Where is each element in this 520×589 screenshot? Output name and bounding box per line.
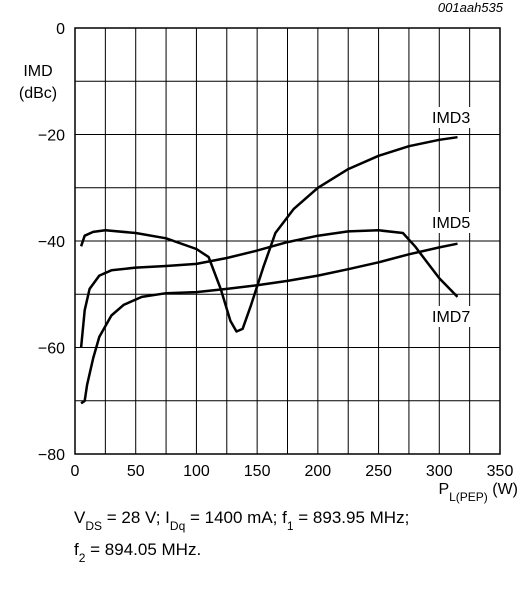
text-run: P <box>438 481 449 498</box>
label-background <box>430 107 478 128</box>
y-tick-label: −40 <box>38 234 65 251</box>
subscript: 2 <box>79 551 86 565</box>
subscript: 1 <box>287 519 294 533</box>
text-run: = 28 V; I <box>102 508 170 527</box>
series-label: IMD5 <box>432 215 470 232</box>
subscript: DS <box>85 519 102 533</box>
caption: f2 = 894.05 MHz. <box>74 540 201 565</box>
x-tick-label: 250 <box>365 463 392 480</box>
text-run: = 893.95 MHz; <box>294 508 410 527</box>
y-tick-label: −80 <box>38 447 65 464</box>
x-tick-label: 150 <box>244 463 271 480</box>
x-tick-label: 200 <box>305 463 332 480</box>
text-run: = 894.05 MHz. <box>85 540 201 559</box>
series-line <box>79 229 459 348</box>
figure-code: 001aah535 <box>438 0 504 15</box>
text-run: (W) <box>488 481 518 498</box>
subscript: L(PEP) <box>449 490 488 504</box>
series-label: IMD3 <box>432 110 470 127</box>
y-tick-label: 0 <box>56 21 65 38</box>
x-tick-label: 50 <box>127 463 145 480</box>
y-axis-label: IMD <box>23 63 52 80</box>
series-line <box>80 242 458 405</box>
x-tick-label: 0 <box>71 463 80 480</box>
text-run: f <box>74 540 79 559</box>
label-background <box>430 212 478 233</box>
label-background <box>430 306 478 327</box>
subscript: Dq <box>170 519 185 533</box>
text-run: = 1400 mA; f <box>185 508 287 527</box>
caption: VDS = 28 V; IDq = 1400 mA; f1 = 893.95 M… <box>74 508 409 533</box>
series-line <box>79 135 458 333</box>
plot-frame <box>74 27 501 455</box>
y-tick-label: −60 <box>38 341 65 358</box>
x-tick-label: 350 <box>487 463 514 480</box>
text-run: V <box>74 508 86 527</box>
series-label: IMD7 <box>432 309 470 326</box>
y-axis-label: (dBc) <box>19 85 57 102</box>
x-axis-label: PL(PEP) (W) <box>438 481 518 504</box>
x-tick-label: 100 <box>183 463 210 480</box>
x-tick-label: 300 <box>426 463 453 480</box>
y-tick-label: −20 <box>38 128 65 145</box>
